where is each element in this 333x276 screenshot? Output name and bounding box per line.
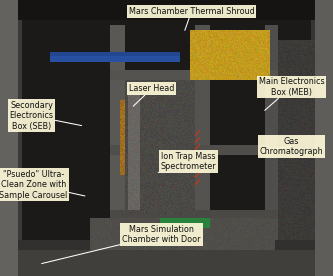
Text: Laser Head: Laser Head [129,84,174,106]
Text: Mars Simulation
Chamber with Door: Mars Simulation Chamber with Door [42,225,201,264]
Text: Mars Chamber Thermal Shroud: Mars Chamber Thermal Shroud [129,7,254,30]
Text: Ion Trap Mass
Spectrometer: Ion Trap Mass Spectrometer [158,152,216,172]
Text: Secondary
Electronics
Box (SEB): Secondary Electronics Box (SEB) [10,101,82,131]
Text: Gas
Chromatograph: Gas Chromatograph [259,137,323,156]
Text: Main Electronics
Box (MEB): Main Electronics Box (MEB) [258,77,324,110]
Text: "Psuedo" Ultra-
Clean Zone with
Sample Carousel: "Psuedo" Ultra- Clean Zone with Sample C… [0,170,85,200]
